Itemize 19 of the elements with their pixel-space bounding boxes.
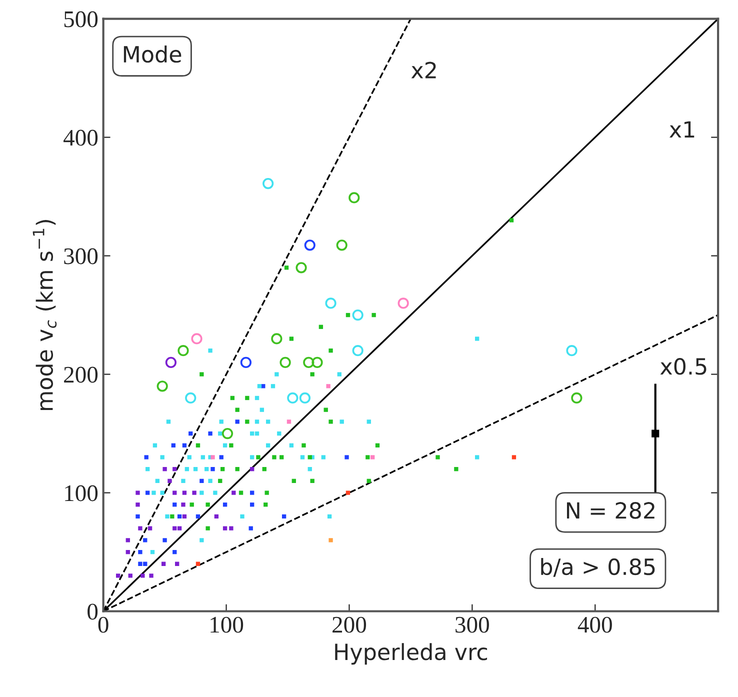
- x-tick-label: 0: [98, 616, 108, 633]
- x-tick-label: 200: [332, 616, 366, 633]
- x-tick-label: 100: [210, 616, 244, 633]
- annotation: Mode: [124, 45, 182, 63]
- y-axis-title: mode v$_{c}$ (km s$^{−1}$): [32, 220, 57, 410]
- annotation: N = 282: [566, 502, 654, 519]
- y-tick-label: 500: [64, 11, 98, 28]
- x-axis-title: Hyperleda vrc: [335, 643, 488, 665]
- y-tick-label: 100: [65, 485, 98, 502]
- annotation: b/a > 0.85: [541, 558, 655, 577]
- y-tick-label: 0: [88, 604, 98, 620]
- annotation: x1: [670, 121, 694, 138]
- y-tick-label: 300: [64, 248, 98, 264]
- annotation: x2: [411, 62, 436, 78]
- annotation: x0.5: [660, 358, 706, 375]
- y-tick-label: 400: [64, 130, 98, 146]
- x-tick-label: 300: [456, 616, 489, 633]
- y-tick-label: 200: [64, 366, 98, 383]
- x-tick-label: 400: [578, 616, 612, 633]
